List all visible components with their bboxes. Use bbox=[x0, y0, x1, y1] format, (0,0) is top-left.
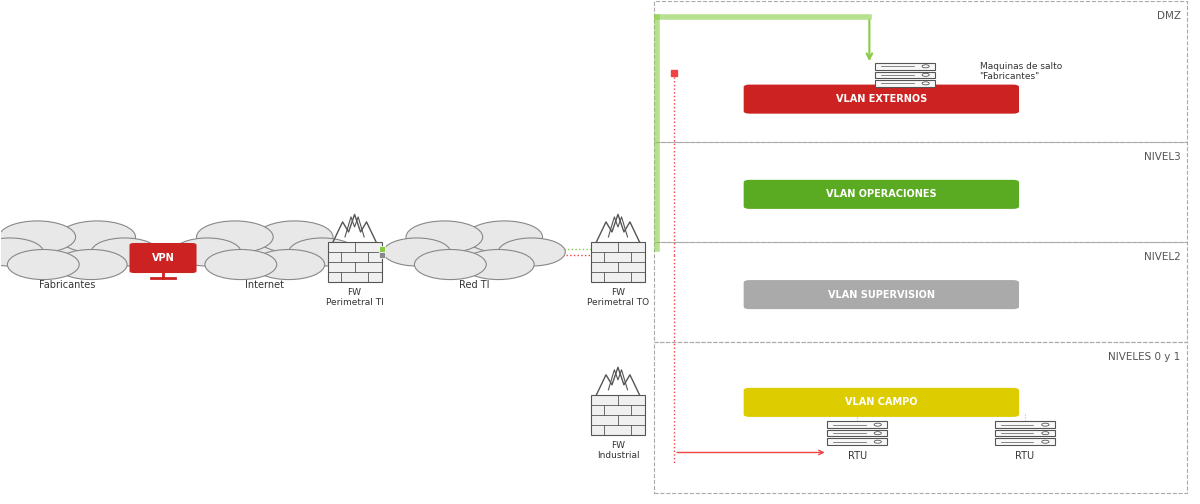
FancyBboxPatch shape bbox=[875, 80, 935, 87]
FancyBboxPatch shape bbox=[875, 63, 935, 70]
FancyBboxPatch shape bbox=[828, 430, 887, 436]
Circle shape bbox=[466, 221, 542, 253]
Circle shape bbox=[498, 238, 565, 266]
Text: VLAN EXTERNOS: VLAN EXTERNOS bbox=[835, 94, 926, 104]
Circle shape bbox=[197, 221, 274, 253]
FancyBboxPatch shape bbox=[744, 85, 1019, 114]
FancyBboxPatch shape bbox=[592, 395, 644, 435]
Text: NIVEL2: NIVEL2 bbox=[1144, 252, 1181, 262]
Text: RTU: RTU bbox=[848, 451, 866, 461]
Circle shape bbox=[257, 221, 334, 253]
Text: VLAN SUPERVISION: VLAN SUPERVISION bbox=[828, 290, 935, 299]
FancyBboxPatch shape bbox=[875, 72, 935, 78]
Circle shape bbox=[874, 423, 881, 426]
Circle shape bbox=[91, 238, 158, 266]
Circle shape bbox=[428, 233, 520, 271]
Text: Red TI: Red TI bbox=[460, 280, 490, 290]
Circle shape bbox=[0, 221, 76, 253]
Circle shape bbox=[22, 233, 113, 271]
Text: NIVELES 0 y 1: NIVELES 0 y 1 bbox=[1109, 352, 1181, 362]
Text: Fabricantes: Fabricantes bbox=[40, 280, 96, 290]
FancyBboxPatch shape bbox=[995, 438, 1055, 445]
Text: RTU: RTU bbox=[1015, 451, 1034, 461]
Circle shape bbox=[1042, 423, 1049, 426]
Text: FW
Perimetral TI: FW Perimetral TI bbox=[325, 288, 384, 307]
Text: Maquinas de salto
"Fabricantes": Maquinas de salto "Fabricantes" bbox=[979, 62, 1062, 81]
Circle shape bbox=[1042, 432, 1049, 434]
Text: DMZ: DMZ bbox=[1157, 12, 1181, 21]
Circle shape bbox=[59, 221, 136, 253]
Circle shape bbox=[922, 65, 929, 68]
Text: Internet: Internet bbox=[245, 280, 284, 290]
Text: NIVEL3: NIVEL3 bbox=[1144, 152, 1181, 162]
FancyBboxPatch shape bbox=[130, 243, 197, 273]
FancyBboxPatch shape bbox=[828, 438, 887, 445]
Circle shape bbox=[922, 82, 929, 85]
Circle shape bbox=[922, 73, 929, 76]
Text: VLAN OPERACIONES: VLAN OPERACIONES bbox=[826, 190, 937, 200]
Circle shape bbox=[383, 238, 450, 266]
Circle shape bbox=[1042, 440, 1049, 443]
FancyBboxPatch shape bbox=[744, 280, 1019, 309]
FancyBboxPatch shape bbox=[995, 430, 1055, 436]
Circle shape bbox=[0, 238, 43, 266]
FancyBboxPatch shape bbox=[744, 388, 1019, 417]
FancyBboxPatch shape bbox=[744, 180, 1019, 209]
Circle shape bbox=[406, 221, 482, 253]
Circle shape bbox=[7, 249, 79, 280]
FancyBboxPatch shape bbox=[592, 242, 644, 282]
Text: VLAN CAMPO: VLAN CAMPO bbox=[845, 397, 918, 407]
FancyBboxPatch shape bbox=[828, 421, 887, 428]
Circle shape bbox=[289, 238, 355, 266]
Circle shape bbox=[874, 440, 881, 443]
Circle shape bbox=[220, 233, 311, 271]
FancyBboxPatch shape bbox=[995, 421, 1055, 428]
Circle shape bbox=[55, 249, 127, 280]
Text: FW
Industrial: FW Industrial bbox=[596, 441, 640, 460]
Circle shape bbox=[874, 432, 881, 434]
Circle shape bbox=[253, 249, 325, 280]
Text: FW
Perimetral TO: FW Perimetral TO bbox=[587, 288, 649, 307]
Circle shape bbox=[174, 238, 241, 266]
FancyBboxPatch shape bbox=[328, 242, 382, 282]
Text: VPN: VPN bbox=[151, 253, 174, 263]
Circle shape bbox=[205, 249, 277, 280]
Circle shape bbox=[462, 249, 534, 280]
Circle shape bbox=[414, 249, 486, 280]
